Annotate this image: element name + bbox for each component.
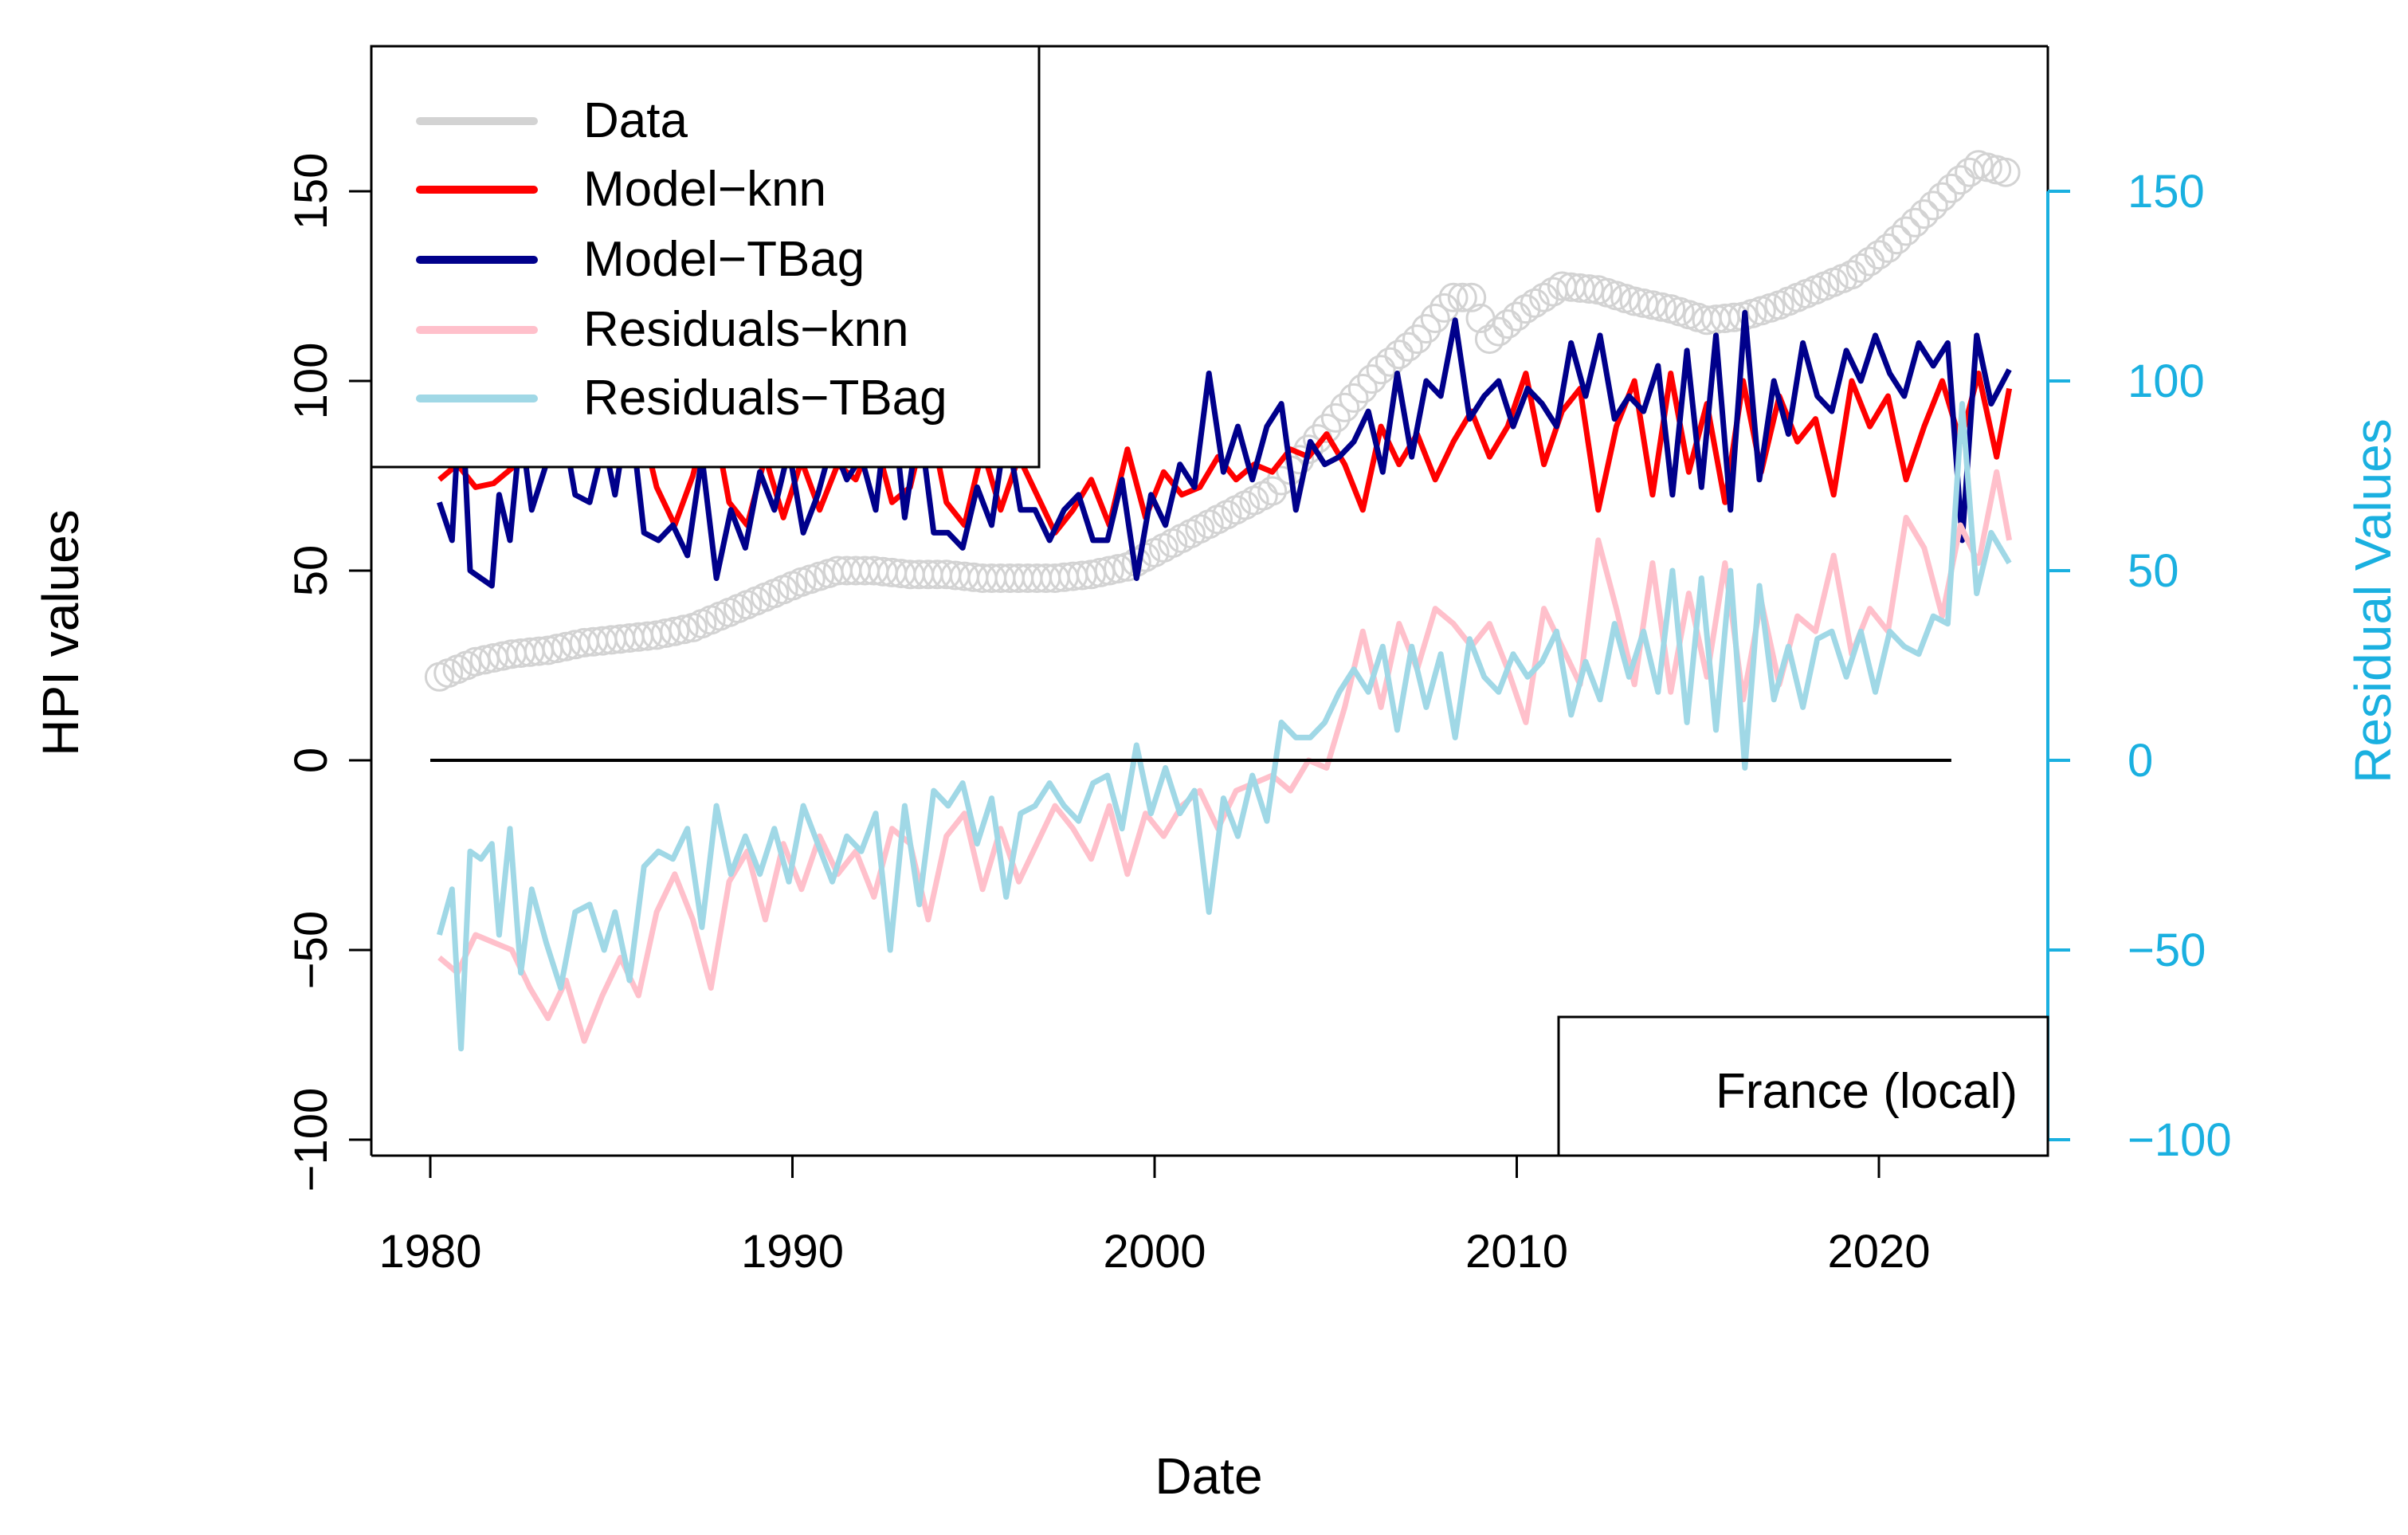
data-point: [1357, 364, 1387, 395]
series-layer: [424, 150, 2021, 1052]
data-point: [1430, 292, 1460, 323]
data-point: [1492, 309, 1523, 340]
data-point: [805, 561, 835, 591]
data-point: [1266, 465, 1296, 496]
y-right-axis-title: Residual Values: [2344, 418, 2402, 783]
y-tick-label: 150: [285, 153, 337, 230]
annotation-text: France (local): [1716, 1064, 2018, 1119]
data-point: [533, 635, 563, 665]
y-right-tick-label: 50: [2128, 545, 2179, 597]
data-point: [669, 614, 699, 645]
y-right-tick-label: −50: [2128, 925, 2206, 976]
data-point: [1945, 165, 1975, 195]
series-data: [424, 150, 2021, 692]
data-point: [1855, 246, 1885, 277]
data-point: [1928, 182, 1957, 212]
y-right-tick-label: 100: [2128, 355, 2205, 407]
data-point: [1909, 199, 1939, 230]
x-tick-label: 1990: [741, 1226, 844, 1278]
data-point: [1982, 155, 2012, 185]
series-line-residuals-tbag: [437, 401, 2012, 1052]
data-point: [1402, 324, 1432, 355]
x-tick-label: 2000: [1103, 1226, 1206, 1278]
data-point: [1457, 282, 1487, 312]
data-point: [1438, 282, 1469, 312]
y-tick-label: 0: [285, 748, 337, 773]
data-point: [1936, 173, 1967, 203]
data-point: [1864, 240, 1894, 270]
data-point: [1529, 282, 1559, 312]
data-point: [1330, 392, 1360, 422]
data-point: [1257, 476, 1288, 506]
y-right-tick-label: 0: [2128, 735, 2153, 787]
x-tick-label: 2010: [1465, 1226, 1568, 1278]
data-point: [1411, 314, 1441, 344]
y-right-tick-label: −100: [2128, 1114, 2232, 1166]
series-line-model-tbag: [437, 309, 2012, 589]
y-tick-label: −100: [285, 1088, 337, 1192]
data-point: [1284, 445, 1315, 475]
x-tick-label: 2020: [1827, 1226, 1930, 1278]
data-point: [1963, 150, 1994, 180]
data-point: [1746, 296, 1776, 326]
legend-label-residuals-knn: Residuals−knn: [583, 302, 908, 357]
x-tick-label: 1980: [378, 1226, 481, 1278]
data-point: [650, 618, 680, 648]
data-point: [1646, 292, 1677, 322]
data-point: [1900, 207, 1930, 238]
legend: Data Model−knn Model−TBag Residuals−knn …: [370, 45, 1041, 469]
y-tick-label: 50: [285, 545, 337, 597]
data-point: [1502, 301, 1531, 332]
data-point: [1520, 288, 1550, 318]
data-point: [1574, 274, 1604, 304]
data-point: [1447, 282, 1477, 312]
legend-label-model-tbag: Model−TBag: [583, 232, 865, 287]
data-point: [461, 646, 491, 677]
data-point: [1891, 216, 1921, 246]
data-point: [1972, 152, 2002, 183]
data-point: [1393, 332, 1423, 362]
y-tick-label: −50: [285, 911, 337, 989]
data-point: [1474, 324, 1504, 355]
data-point: [1619, 286, 1649, 316]
data-point: [1347, 374, 1378, 403]
data-point: [1375, 347, 1405, 377]
y-axis-title: HPI values: [32, 509, 89, 756]
data-point: [1384, 340, 1414, 370]
data-point: [1484, 316, 1514, 347]
data-point: [1366, 355, 1396, 385]
axes-layer: −100 −50 0 50 100 150 −100 −50 0 50 100 150 1980 1990…: [285, 45, 2232, 1278]
data-point: [1320, 402, 1351, 433]
data-point: [1955, 157, 1985, 187]
data-point: [1882, 225, 1912, 255]
data-point: [1104, 554, 1133, 584]
legend-label-residuals-tbag: Residuals−TBag: [583, 371, 947, 426]
annotation-box: [1557, 1015, 2049, 1157]
data-point: [1085, 557, 1116, 587]
data-point: [1873, 233, 1903, 263]
legend-label-model-knn: Model−knn: [583, 162, 826, 217]
data-point: [1339, 383, 1369, 413]
data-point: [1637, 290, 1668, 320]
series-line-residuals-knn: [437, 469, 2013, 1044]
data-point: [1511, 294, 1541, 324]
data-point: [1610, 284, 1641, 313]
legend-label-data: Data: [583, 93, 688, 148]
data-point: [1312, 414, 1342, 443]
y-tick-label: 100: [285, 343, 337, 420]
data-point: [1990, 157, 2021, 187]
annotation: France (local): [1557, 1015, 2049, 1157]
y-right-tick-label: 150: [2128, 166, 2205, 218]
data-point: [1918, 190, 1948, 221]
data-point: [1837, 260, 1867, 290]
data-point: [1420, 304, 1450, 333]
x-axis-title: Date: [1155, 1447, 1262, 1505]
